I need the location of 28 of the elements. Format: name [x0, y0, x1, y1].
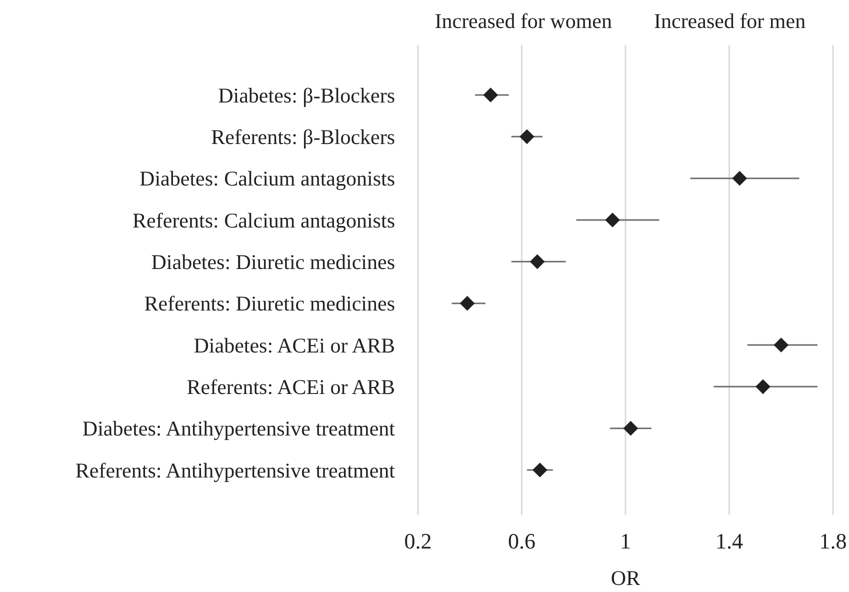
point: [530, 254, 545, 270]
point: [532, 462, 548, 478]
y-tick-label: Diabetes: Diuretic medicines: [151, 250, 395, 274]
point: [460, 296, 475, 311]
text: Increased for women: [434, 9, 612, 33]
y-tick-label: Referents: β-Blockers: [211, 125, 395, 150]
point: [483, 88, 498, 102]
point: [623, 420, 638, 436]
y-tick-label: Referents: Diuretic medicines: [144, 292, 395, 316]
point: [605, 212, 620, 228]
y-tick-label: Diabetes: β-Blockers: [218, 83, 395, 108]
y-tick-label: Diabetes: Calcium antagonists: [140, 166, 395, 191]
y-tick-label: Referents: Calcium antagonists: [132, 208, 395, 232]
point: [732, 170, 748, 186]
x-tick-label: 1: [620, 528, 631, 554]
x-tick-label: 1.8: [819, 528, 847, 554]
x-tick-label: 0.6: [508, 528, 536, 554]
y-tick-label: Referents: Antihypertensive treatment: [75, 458, 396, 482]
x-tick-label: 0.2: [404, 528, 432, 554]
text: Increased for men: [654, 9, 806, 33]
point: [774, 338, 789, 352]
y-tick-label: Diabetes: ACEi or ARB: [194, 333, 395, 358]
x-tick-label: 1.4: [716, 528, 743, 554]
x-axis-title: OR: [610, 566, 640, 590]
y-tick-label: Diabetes: Antihypertensive treatment: [82, 416, 396, 441]
point: [756, 379, 770, 394]
y-tick-label: Referents: ACEi or ARB: [186, 375, 395, 400]
point: [520, 129, 534, 144]
